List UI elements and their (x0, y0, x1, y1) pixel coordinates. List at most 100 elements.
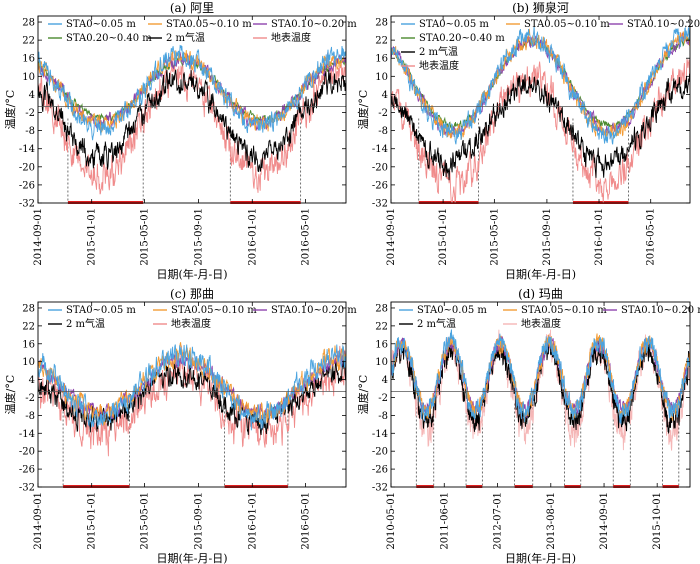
y-tick-label: -8 (378, 411, 388, 422)
y-axis-label: 温度/°C (356, 375, 370, 415)
x-tick-label: 2015-09-01 (542, 208, 553, 266)
panel-b: (b) 狮泉河 -32 -26 -20 -14 -8 -2 4 10 16 22 28 2014-09-… (356, 1, 700, 281)
x-tick-label: 2015-01-01 (87, 492, 98, 550)
y-tick-label: -32 (19, 199, 35, 210)
x-tick-label: 2011-06-01 (439, 492, 450, 550)
legend-label: 2 m气温 (166, 31, 205, 44)
y-tick-label: -26 (19, 180, 35, 191)
y-tick-label: 4 (29, 375, 35, 386)
frozen-period-bar (63, 485, 130, 488)
legend-label: STA0.20~0.40 m (419, 33, 505, 44)
legend-label: 2 m气温 (417, 317, 456, 330)
y-tick-label: 16 (375, 54, 388, 65)
y-tick-label: -8 (378, 126, 388, 137)
series-line (391, 58, 690, 203)
x-axis-label: 日期(年-月-日) (505, 551, 576, 564)
x-tick-label: 2015-09-01 (194, 492, 205, 550)
legend: STA0~0.05 m STA0.05~0.10 m STA0.10~0.20 m S… (48, 19, 357, 44)
y-tick-label: -26 (372, 465, 388, 476)
x-tick-label: 2014-09-01 (33, 208, 44, 266)
frozen-period-bar (466, 485, 483, 488)
y-tick-label: 28 (22, 303, 35, 314)
y-tick-label: -8 (25, 126, 35, 137)
legend-label: STA0.10~0.20 m (621, 305, 700, 316)
series-line (391, 28, 690, 140)
legend-label: 地表温度 (521, 317, 561, 330)
frozen-period-bar (572, 201, 629, 204)
legend-label: 地表温度 (271, 31, 311, 44)
series-line (38, 344, 346, 431)
y-tick-label: -20 (372, 447, 388, 458)
plot-frame (37, 301, 347, 488)
legend: STA0~0.05 m STA0.05~0.10 m STA0.10~0.20 m S… (401, 19, 700, 72)
y-tick-label: 22 (375, 36, 388, 47)
y-tick-label: 16 (22, 339, 35, 350)
frozen-period-bar (67, 201, 144, 204)
y-tick-label: -2 (25, 108, 35, 119)
legend-label: 地表温度 (171, 317, 211, 330)
x-tick-label: 2015-01-01 (438, 208, 449, 266)
x-axis-label: 日期(年-月-日) (156, 551, 227, 564)
legend-label: STA0~0.05 m (66, 19, 136, 30)
panel-c: (c) 那曲 -32 -26 -20 -14 -8 -2 4 10 16 22 28 2014-09-0… (3, 287, 357, 564)
x-tick-label: 2016-01-01 (594, 208, 605, 266)
y-tick-label: -14 (372, 429, 388, 440)
y-tick-label: 22 (375, 321, 388, 332)
series-line (391, 73, 690, 181)
y-tick-label: 22 (22, 36, 35, 47)
y-tick-label: 10 (375, 357, 388, 368)
legend-label: STA0.10~0.20 m (627, 19, 700, 30)
y-tick-label: -20 (19, 447, 35, 458)
legend-label: STA0.05~0.10 m (171, 305, 257, 316)
x-tick-label: 2015-01-01 (87, 208, 98, 266)
frozen-period-bar (416, 485, 434, 488)
x-tick-label: 2012-07-01 (493, 492, 504, 550)
x-tick-label: 2016-05-01 (646, 208, 657, 266)
y-tick-label: 28 (375, 18, 388, 29)
y-tick-label: -14 (372, 144, 388, 155)
y-tick-label: 4 (382, 90, 388, 101)
y-axis-label: 温度/°C (3, 375, 17, 415)
frozen-period-bar (418, 201, 479, 204)
y-tick-label: -20 (19, 162, 35, 173)
y-tick-label: -32 (372, 483, 388, 494)
y-tick-label: 4 (382, 375, 388, 386)
series-line (38, 69, 346, 173)
legend-label: 2 m气温 (66, 317, 105, 330)
panel-title: (c) 那曲 (170, 287, 214, 301)
panel-title: (d) 玛曲 (518, 287, 563, 301)
legend-label: STA0.05~0.10 m (166, 19, 252, 30)
legend-label: STA0.05~0.10 m (524, 19, 610, 30)
x-tick-label: 2016-05-01 (301, 492, 312, 550)
legend: STA0~0.05 m STA0.05~0.10 m STA0.10~0.20 m 2… (399, 305, 700, 330)
x-tick-label: 2015-05-01 (489, 208, 500, 266)
x-tick-label: 2015-10-01 (652, 492, 663, 550)
frozen-period-bar (564, 485, 581, 488)
x-axis-label: 日期(年-月-日) (505, 267, 576, 281)
y-tick-label: 28 (22, 18, 35, 29)
series-line (38, 44, 346, 141)
x-axis-label: 日期(年-月-日) (156, 267, 227, 281)
legend-label: STA0~0.05 m (66, 305, 136, 316)
y-tick-label: 28 (375, 303, 388, 314)
y-tick-label: -2 (378, 108, 388, 119)
panel-d: (d) 玛曲 -32 -26 -20 -14 -8 -2 4 10 16 22 28 2010-05-0… (356, 287, 700, 564)
y-tick-label: -14 (19, 429, 35, 440)
series-line (391, 328, 690, 425)
x-tick-label: 2010-05-01 (386, 492, 397, 550)
y-tick-label: 16 (375, 339, 388, 350)
series-line (391, 333, 690, 423)
x-tick-label: 2014-09-01 (386, 208, 397, 266)
x-tick-label: 2016-05-01 (301, 208, 312, 266)
legend-label: STA0.20~0.40 m (66, 33, 152, 44)
plot-frame (37, 15, 347, 204)
frozen-period-bar (230, 201, 301, 204)
legend-label: STA0~0.05 m (417, 305, 487, 316)
x-tick-label: 2015-09-01 (194, 208, 205, 266)
frozen-period-bar (514, 485, 533, 488)
legend-label: STA0~0.05 m (419, 19, 489, 30)
y-tick-label: 10 (375, 72, 388, 83)
panel-a: (a) 阿里 -32 -26 -20 -14 -8 -2 4 10 16 22 28 2014-09-0… (3, 1, 357, 281)
plot-frame (390, 15, 691, 204)
y-tick-label: 22 (22, 321, 35, 332)
